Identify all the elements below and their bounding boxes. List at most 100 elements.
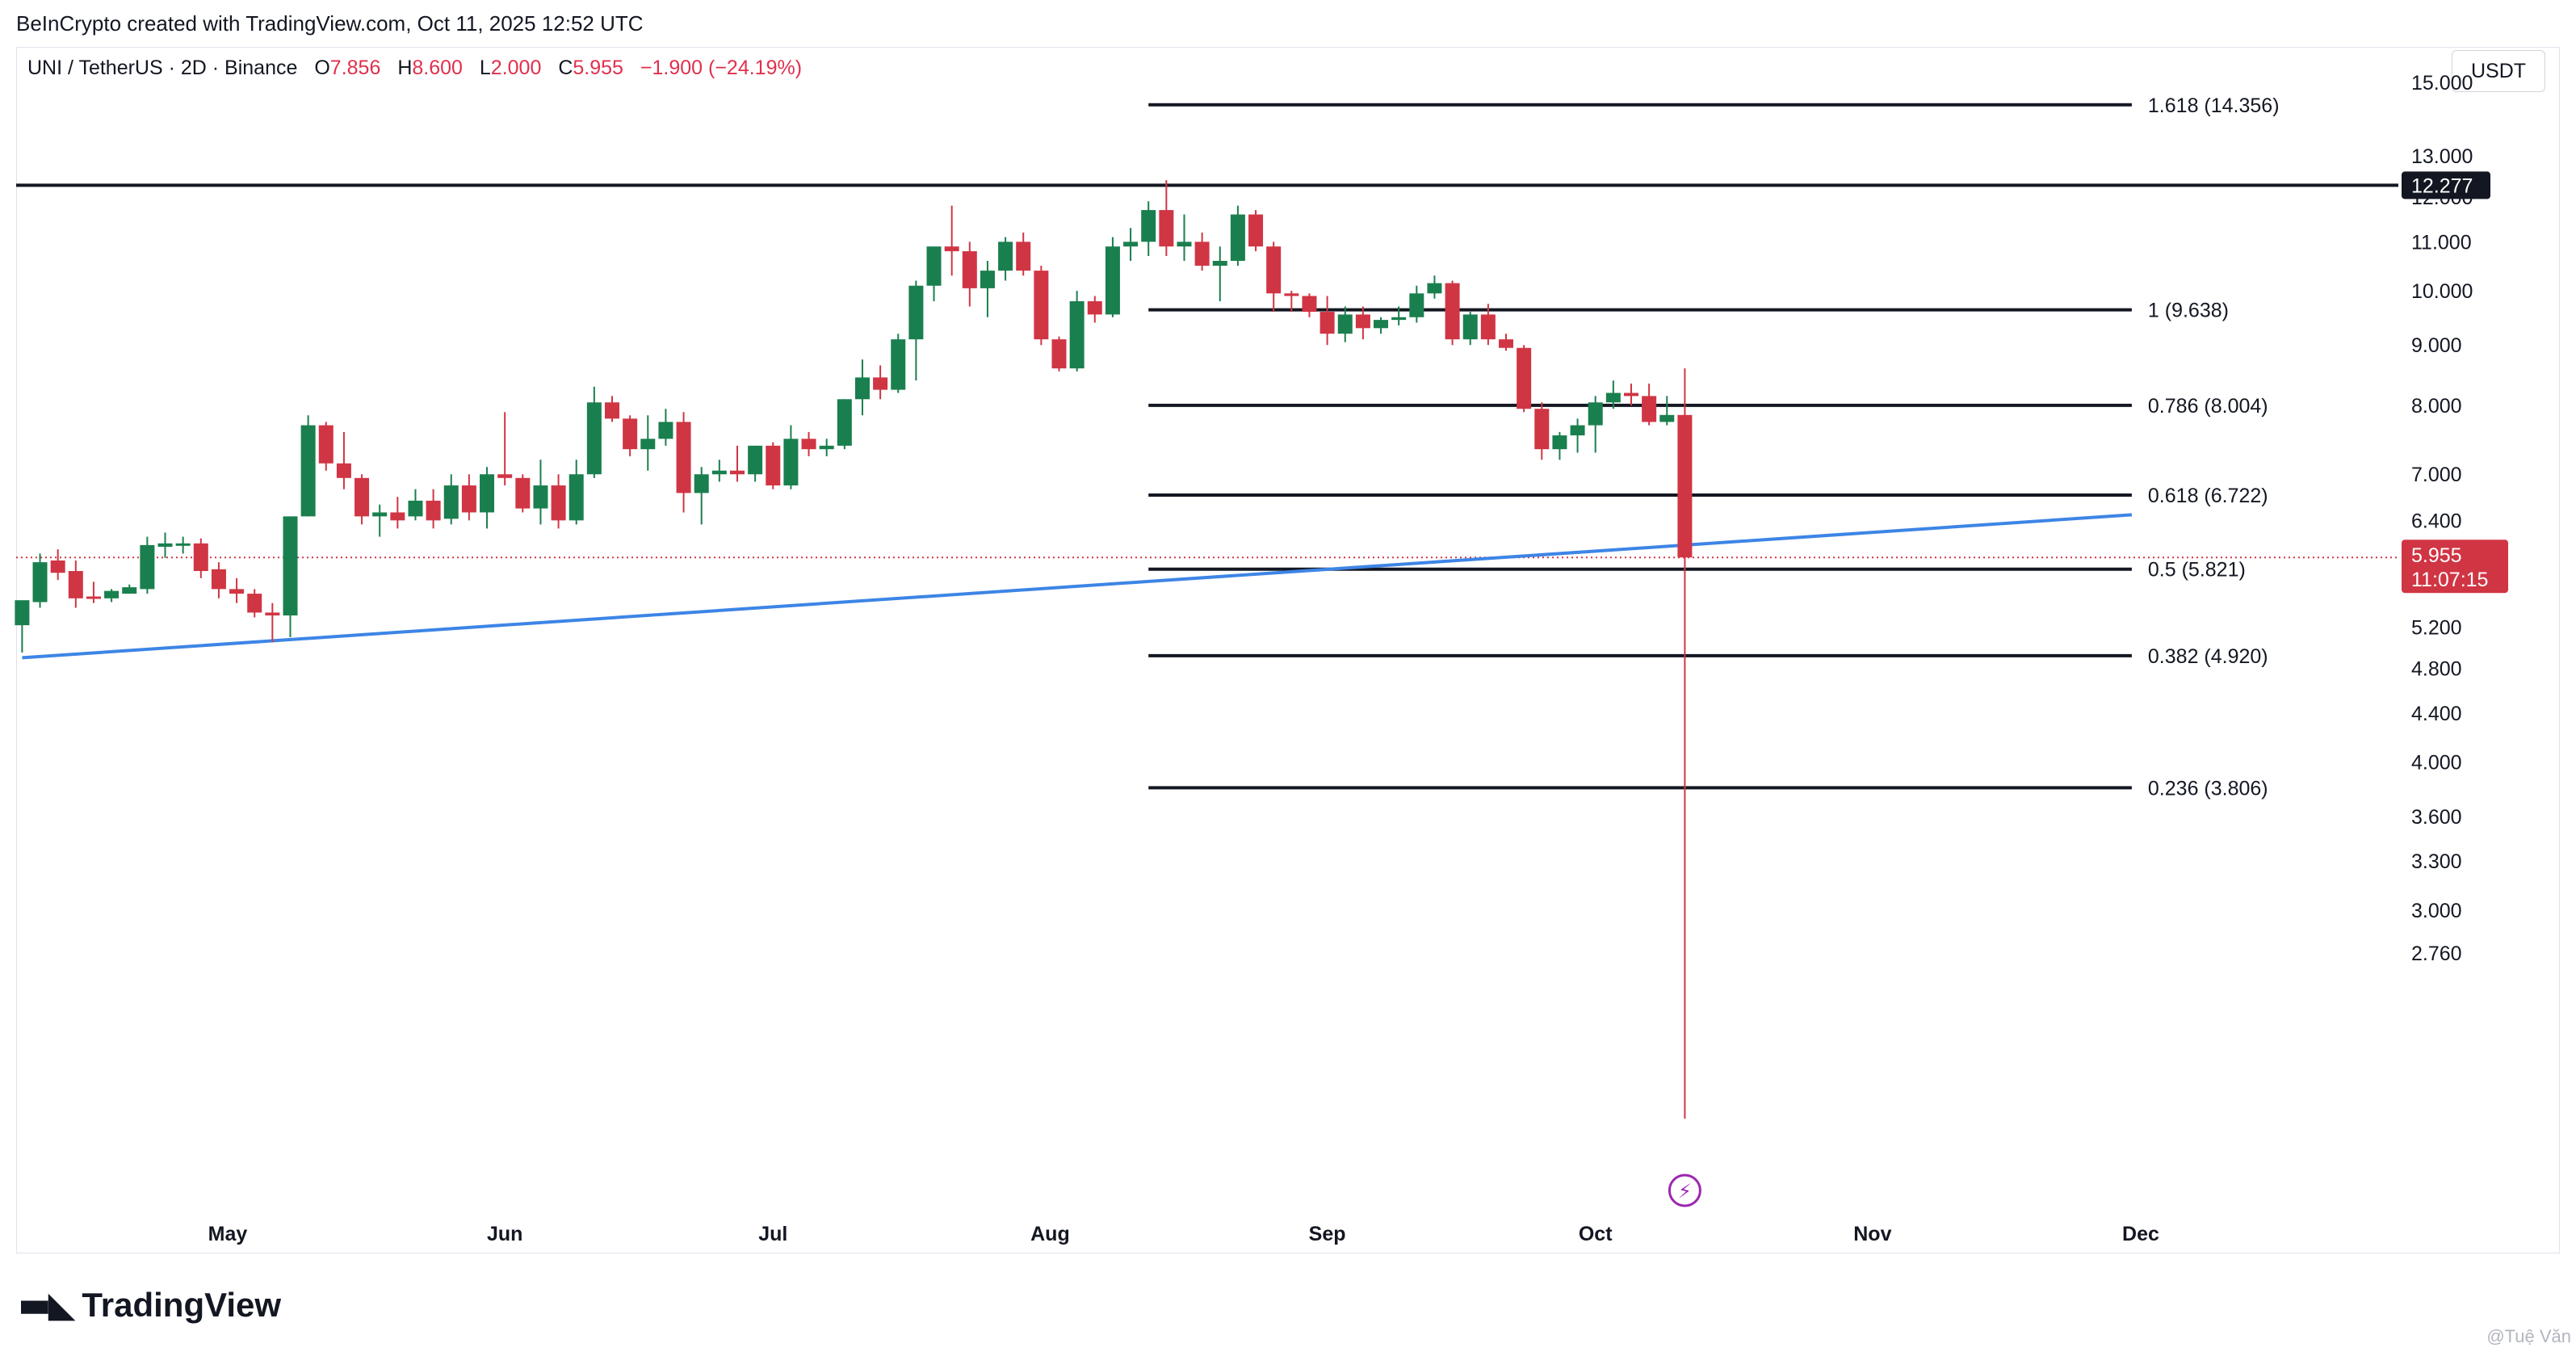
y-tick-label: 10.000 (2411, 280, 2473, 303)
chart-credit: BeInCrypto created with TradingView.com,… (16, 11, 644, 36)
candle-body (551, 485, 566, 521)
close-label: C (558, 57, 573, 79)
fib-level-label: 1 (9.638) (2148, 300, 2229, 322)
change-value: −1.900 (−24.19%) (640, 57, 803, 79)
candle-body (1248, 214, 1264, 247)
x-tick-label: Nov (1853, 1223, 1891, 1245)
candle-body (1159, 210, 1174, 247)
candle-body (1374, 320, 1389, 329)
candle-body (229, 589, 245, 594)
candle-body (1623, 393, 1638, 397)
x-tick-label: Jun (487, 1223, 522, 1245)
y-tick-label: 15.000 (2411, 72, 2473, 94)
y-tick-label: 5.200 (2411, 617, 2462, 640)
candle-body (962, 251, 977, 288)
candle-body (265, 612, 280, 616)
candle-body (1588, 402, 1603, 426)
candle-body (1284, 293, 1299, 296)
candle-body (1337, 314, 1353, 334)
x-tick-label: Dec (2122, 1223, 2159, 1245)
close-value: 5.955 (573, 57, 623, 79)
bar-countdown-label: 11:07:15 (2411, 569, 2488, 591)
candle-body (766, 445, 781, 486)
candle-body (1087, 300, 1102, 315)
candle-body (193, 543, 208, 572)
candle-body (783, 439, 799, 486)
candle-body (1391, 317, 1407, 321)
y-tick-label: 9.000 (2411, 334, 2462, 357)
y-tick-label: 4.400 (2411, 703, 2462, 725)
y-tick-label: 13.000 (2411, 145, 2473, 168)
watermark: @Tuệ Văn (2486, 1326, 2571, 1346)
candle-body (908, 285, 924, 340)
tradingview-logo[interactable]: ▬◣ TradingView (18, 1284, 281, 1325)
candle-body (497, 474, 513, 478)
candle-body (1605, 393, 1621, 403)
candle-body (748, 445, 763, 475)
open-label: O (314, 57, 330, 79)
y-tick-label: 8.000 (2411, 395, 2462, 418)
candle-body (1105, 246, 1120, 315)
candle-body (1051, 339, 1067, 369)
candle-body (372, 512, 388, 517)
resistance-price-label: 12.277 (2411, 174, 2473, 197)
y-tick-label: 7.000 (2411, 464, 2462, 486)
candle-body (891, 339, 906, 390)
candle-body (1069, 300, 1085, 369)
candle-body (68, 571, 83, 598)
candle-body (461, 485, 476, 513)
y-tick-label: 11.000 (2411, 231, 2472, 254)
fib-level-label: 0.786 (8.004) (2148, 395, 2268, 418)
candle-body (658, 422, 673, 439)
candle-body (175, 543, 191, 546)
x-tick-label: Sep (1309, 1223, 1346, 1245)
y-tick-label: 3.300 (2411, 850, 2462, 873)
event-marker-icon (1668, 1174, 1701, 1207)
candle-body (318, 425, 334, 464)
candle-body (32, 562, 48, 603)
candle-body (1230, 214, 1245, 261)
candle-body (729, 470, 745, 475)
candle-body (1212, 260, 1227, 267)
candle-body (605, 402, 620, 419)
x-tick-label: Oct (1579, 1223, 1613, 1245)
candle-body (1266, 246, 1282, 294)
y-tick-label: 6.400 (2411, 510, 2462, 532)
candle-body (1677, 414, 1693, 558)
candle-body (694, 474, 709, 493)
candle-body (1462, 314, 1478, 340)
last-price-badge (2402, 540, 2508, 594)
candle-body (300, 425, 316, 517)
candle-body (390, 512, 405, 521)
high-label: H (397, 57, 413, 79)
high-value: 8.600 (412, 57, 463, 79)
candle-body (980, 271, 995, 288)
candle-body (15, 600, 30, 626)
candle-body (711, 470, 727, 475)
candle-body (944, 246, 959, 252)
candle-body (1034, 271, 1049, 340)
candle-body (640, 439, 656, 450)
candle-body (801, 439, 816, 450)
last-price-label: 5.955 (2411, 544, 2462, 567)
fib-level-label: 0.5 (5.821) (2148, 559, 2246, 582)
candle-body (1409, 293, 1424, 317)
currency-unit-button[interactable]: USDT (2452, 50, 2545, 92)
candle-body (1570, 425, 1585, 436)
candle-body (1480, 314, 1496, 340)
low-label: L (479, 57, 491, 79)
candle-body (1302, 296, 1317, 313)
candle-body (533, 485, 548, 509)
y-tick-label: 3.000 (2411, 900, 2462, 922)
candle-body (50, 560, 65, 573)
candle-body (283, 516, 298, 616)
candle-body (623, 418, 638, 450)
candle-body (122, 587, 137, 594)
candle-body (676, 422, 691, 493)
open-value: 7.856 (329, 57, 381, 79)
candle-body (854, 377, 870, 400)
candle-body (819, 445, 834, 450)
candle-body (1552, 435, 1567, 450)
y-tick-label: 2.760 (2411, 943, 2462, 965)
